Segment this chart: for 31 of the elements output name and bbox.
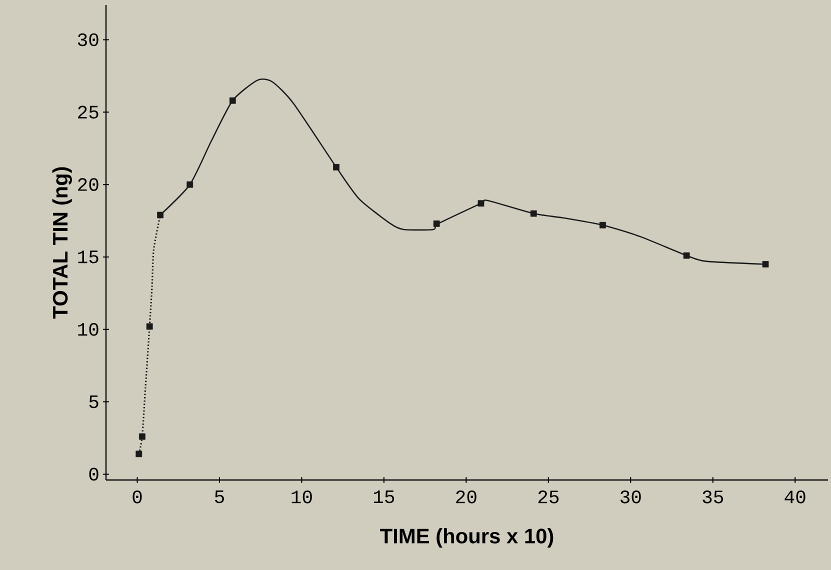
y-tick-label: 5 xyxy=(89,395,98,408)
point xyxy=(600,222,606,228)
y-tick-label: 15 xyxy=(78,250,98,264)
point xyxy=(138,433,146,440)
point xyxy=(146,323,153,330)
x-tick-label: 0 xyxy=(132,490,142,504)
point xyxy=(478,200,484,207)
x-tick-label: 15 xyxy=(374,490,394,504)
y-axis-title: TOTAL TIN (ng) xyxy=(52,167,72,319)
y-tick-label: 20 xyxy=(78,178,98,191)
y-tick-label: 30 xyxy=(78,33,98,46)
x-axis-title: TIME (hours x 10) xyxy=(380,528,554,548)
x-tick-label: 10 xyxy=(292,490,312,504)
point xyxy=(157,212,164,218)
x-tick-label: 25 xyxy=(538,490,559,504)
y-tick-label: 25 xyxy=(78,106,98,119)
point xyxy=(683,252,690,259)
point xyxy=(762,261,769,268)
point xyxy=(530,210,537,217)
point xyxy=(433,220,440,227)
x-tick-label: 35 xyxy=(702,490,724,504)
point xyxy=(186,181,194,188)
x-tick-label: 20 xyxy=(456,490,476,504)
x-tick-label: 5 xyxy=(214,490,224,504)
point xyxy=(229,97,236,104)
x-tick-label: 30 xyxy=(620,490,641,504)
point xyxy=(136,450,142,458)
x-tick-label: 40 xyxy=(784,490,806,504)
y-tick-label: 0 xyxy=(89,468,98,481)
y-tick-label: 10 xyxy=(78,322,98,336)
point xyxy=(333,164,340,170)
